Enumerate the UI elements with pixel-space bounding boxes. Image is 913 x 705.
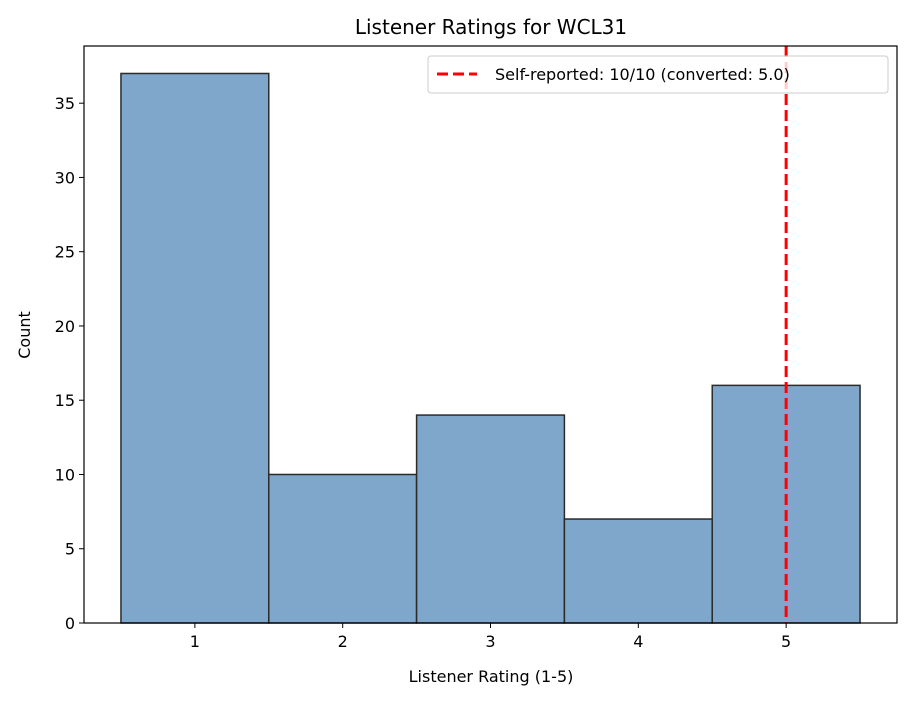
y-tick-label: 15: [55, 391, 75, 410]
y-tick-label: 0: [65, 614, 75, 633]
bar-1: [120, 72, 270, 624]
y-axis-label: Count: [15, 311, 34, 359]
legend-box: [427, 55, 889, 94]
x-tick-label: 4: [633, 632, 643, 651]
y-tick-label: 25: [55, 243, 75, 262]
x-axis-label: Listener Rating (1-5): [409, 667, 574, 686]
y-tick-label: 35: [55, 94, 75, 113]
y-tick-label: 10: [55, 465, 75, 484]
bar-2: [268, 473, 418, 624]
chart-title: Listener Ratings for WCL31: [355, 15, 627, 39]
x-tick-label: 2: [338, 632, 348, 651]
bar-4: [563, 518, 713, 624]
y-tick-label: 20: [55, 317, 75, 336]
y-tick-label: 30: [55, 168, 75, 187]
legend: Self-reported: 10/10 (converted: 5.0): [427, 55, 889, 94]
x-tick-label: 3: [485, 632, 495, 651]
bar-3: [415, 414, 566, 624]
legend-label: Self-reported: 10/10 (converted: 5.0): [495, 65, 790, 84]
x-tick-label: 1: [190, 632, 200, 651]
x-tick-label: 5: [781, 632, 791, 651]
y-tick-label: 5: [65, 540, 75, 559]
